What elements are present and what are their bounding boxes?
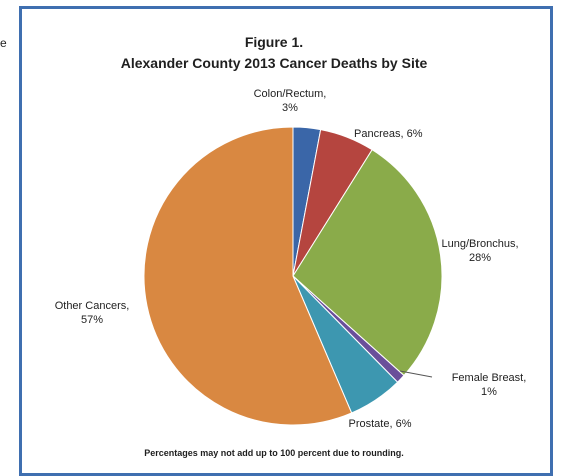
slice-label-line: Colon/Rectum, xyxy=(254,88,327,100)
slice-label-line: 28% xyxy=(469,252,491,264)
leader-line-3 xyxy=(399,370,433,378)
slice-label-line: Other Cancers, xyxy=(55,300,130,312)
slice-label-4: Prostate, 6% xyxy=(349,418,412,430)
pie-slice-2 xyxy=(292,149,443,377)
pie-slice-5 xyxy=(143,126,353,426)
slice-label-line: Female Breast, xyxy=(452,372,527,384)
slice-label-5: Other Cancers, 57% xyxy=(55,300,130,326)
slice-label-1: Pancreas, 6% xyxy=(354,128,423,140)
chart-subtitle: Alexander County 2013 Cancer Deaths by S… xyxy=(121,55,428,71)
pie-chart: Figure 1. Alexander County 2013 Cancer D… xyxy=(55,34,527,458)
figure-frame: Figure 1. Alexander County 2013 Cancer D… xyxy=(19,6,553,476)
edge-text-fragment: e xyxy=(0,36,7,50)
slice-label-line: 1% xyxy=(481,386,497,398)
chart-title: Figure 1. xyxy=(245,34,303,50)
slice-label-line: Lung/Bronchus, xyxy=(441,238,518,250)
slice-label-2: Lung/Bronchus, 28% xyxy=(441,238,518,264)
slice-label-line: Prostate, 6% xyxy=(349,418,412,430)
chart-footnote: Percentages may not add up to 100 percen… xyxy=(144,448,404,458)
slice-label-line: 57% xyxy=(81,314,103,326)
slice-labels: Colon/Rectum, 3% Pancreas, 6% Lung/Bronchus… xyxy=(55,88,527,430)
slice-label-line: 3% xyxy=(282,102,298,114)
slice-label-3: Female Breast, 1% xyxy=(452,372,527,398)
slice-label-line: Pancreas, 6% xyxy=(354,128,423,140)
slice-label-0: Colon/Rectum, 3% xyxy=(254,88,327,114)
pie-slices xyxy=(143,126,443,426)
